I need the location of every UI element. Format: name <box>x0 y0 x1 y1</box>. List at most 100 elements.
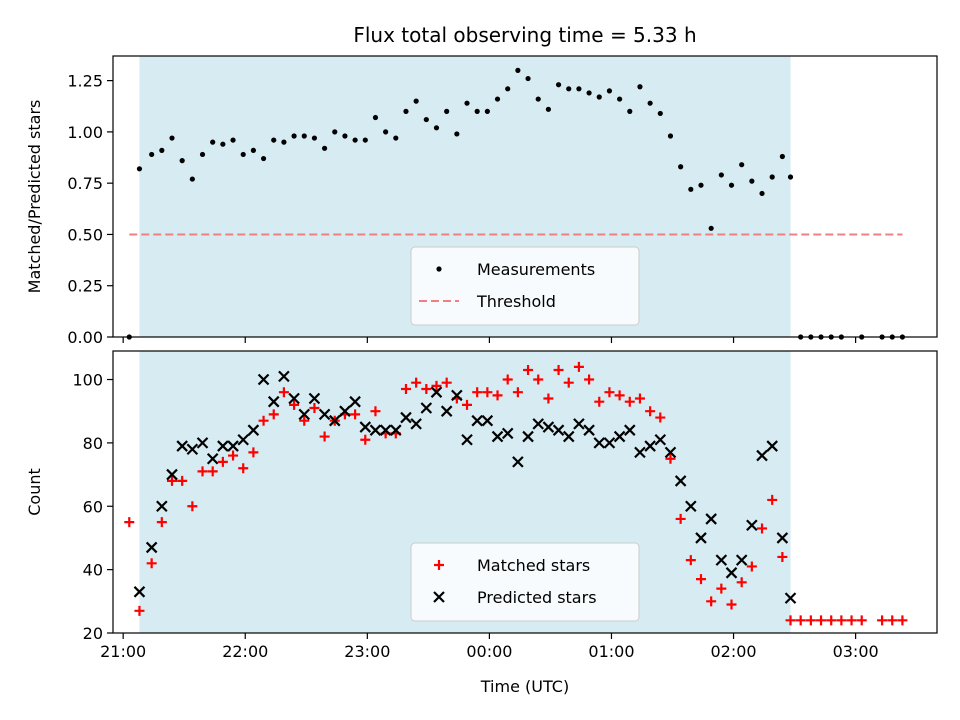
data-point <box>159 147 165 153</box>
data-point <box>133 586 146 598</box>
y-tick-label: 1.25 <box>67 72 103 91</box>
data-point <box>667 133 674 139</box>
legend-marker <box>433 591 445 603</box>
data-point <box>372 114 379 121</box>
data-point <box>533 374 544 385</box>
data-point <box>186 443 199 456</box>
data-point <box>217 456 228 467</box>
data-point <box>594 396 605 407</box>
data-point <box>586 90 592 96</box>
data-point <box>291 133 297 139</box>
data-point <box>207 466 218 477</box>
series-measurements <box>126 67 906 340</box>
data-point <box>420 402 433 414</box>
data-point <box>562 430 575 443</box>
data-point <box>491 430 504 443</box>
data-point <box>321 145 328 151</box>
data-point <box>187 501 198 512</box>
data-point <box>393 135 399 141</box>
data-point <box>474 108 480 114</box>
data-point <box>403 108 409 114</box>
data-point <box>897 615 908 626</box>
data-point <box>413 98 419 104</box>
data-point <box>512 387 523 398</box>
data-point <box>627 108 633 114</box>
data-point <box>369 424 382 436</box>
data-point <box>461 433 473 446</box>
series-predicted-stars <box>133 370 797 604</box>
data-point <box>634 446 646 459</box>
data-point <box>176 440 188 452</box>
y-tick-label: 80 <box>83 434 103 453</box>
data-point <box>423 116 429 123</box>
data-point <box>756 449 768 462</box>
data-point <box>535 96 541 102</box>
data-point <box>664 446 677 459</box>
data-point <box>227 440 239 452</box>
x-tick-label: 22:00 <box>222 642 268 661</box>
data-point <box>169 135 175 141</box>
data-point <box>444 108 450 114</box>
data-point <box>308 392 321 405</box>
data-point <box>545 106 551 112</box>
data-point <box>240 151 246 158</box>
y-tick-label: 0.00 <box>67 328 103 347</box>
data-point <box>624 396 635 407</box>
y-tick-label: 60 <box>83 497 103 516</box>
data-point <box>685 555 696 566</box>
data-point <box>647 100 653 106</box>
legend-label: Measurements <box>477 260 595 279</box>
data-point <box>688 186 694 192</box>
data-point <box>179 158 185 164</box>
data-point <box>271 137 277 143</box>
data-point <box>217 440 229 452</box>
data-point <box>278 387 289 398</box>
data-point <box>502 374 513 385</box>
data-point <box>472 387 483 398</box>
data-point <box>318 408 331 421</box>
data-point <box>655 412 666 423</box>
data-point <box>552 424 565 436</box>
data-point <box>816 615 827 626</box>
data-point <box>759 190 765 197</box>
data-point <box>614 390 625 401</box>
data-point <box>805 615 816 626</box>
data-point <box>360 434 371 445</box>
data-point <box>146 558 157 569</box>
data-point <box>826 615 837 626</box>
data-point <box>379 424 392 436</box>
data-point <box>189 176 195 182</box>
legend: Matched stars Predicted stars <box>410 542 640 622</box>
data-point <box>603 437 616 449</box>
y-tick-label: 100 <box>72 371 103 390</box>
data-point <box>846 615 857 626</box>
data-point <box>553 365 564 376</box>
data-point <box>757 523 768 534</box>
data-point <box>576 86 582 92</box>
data-point <box>237 433 249 446</box>
data-point <box>637 84 643 90</box>
data-point <box>166 468 178 481</box>
data-point <box>124 517 135 528</box>
data-point <box>430 386 443 398</box>
data-point <box>464 100 470 106</box>
data-point <box>678 164 684 170</box>
data-point <box>573 361 584 372</box>
data-point <box>584 374 595 385</box>
data-point <box>675 513 686 524</box>
data-point <box>494 96 501 102</box>
x-tick-label: 21:00 <box>100 642 146 661</box>
x-tick-label: 01:00 <box>588 642 634 661</box>
data-point <box>288 392 300 405</box>
x-tick-label: 23:00 <box>344 642 390 661</box>
x-tick-label: 02:00 <box>710 642 756 661</box>
data-point <box>328 414 341 427</box>
data-point <box>298 408 311 421</box>
data-point <box>177 475 188 486</box>
y-tick-label: 20 <box>83 624 103 643</box>
data-point <box>836 615 847 626</box>
data-point <box>431 380 442 391</box>
legend-box <box>410 246 640 326</box>
data-point <box>746 561 757 572</box>
data-point <box>515 67 521 73</box>
